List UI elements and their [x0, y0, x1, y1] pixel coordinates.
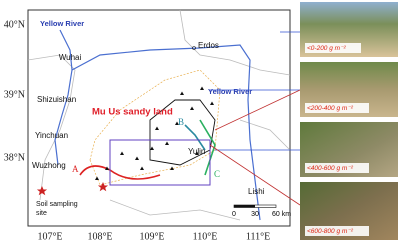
- transect-label: A: [72, 164, 79, 174]
- photo-panels: [300, 2, 398, 240]
- scale-bar: [233, 204, 277, 208]
- legend-label: site: [36, 210, 47, 217]
- place-label: Lishi: [248, 187, 265, 196]
- transect-b: [184, 124, 206, 151]
- photo-label: <0-200 g m⁻²: [307, 45, 346, 52]
- legend-label: Soil sampling: [36, 201, 78, 208]
- admin-boundaries: [27, 9, 291, 221]
- place-label: Yinchuan: [35, 131, 68, 140]
- photo-label: <400-600 g m⁻²: [307, 165, 354, 172]
- photo-label: <600-800 g m⁻²: [307, 228, 354, 235]
- transect-label: C: [214, 169, 220, 179]
- scale-label: 0: [232, 211, 236, 218]
- map-frame: [27, 9, 291, 227]
- lon-label: 107°E: [37, 231, 62, 242]
- scale-label: 30: [251, 211, 259, 218]
- lon-label: 110°E: [193, 231, 218, 242]
- photo-label: <200-400 g m⁻²: [307, 105, 354, 112]
- lat-label: 40°N: [4, 19, 25, 30]
- sampling-sites: [95, 86, 214, 180]
- transect-label: B: [178, 117, 184, 127]
- lat-label: 39°N: [4, 89, 25, 100]
- place-label: Wuzhong: [32, 161, 66, 170]
- region-label: Mu Us sandy land: [92, 107, 173, 118]
- place-label: Yulin: [188, 147, 205, 156]
- river-label: Yellow River: [208, 87, 252, 96]
- study-boundary: [149, 99, 216, 166]
- legend-star: [36, 186, 48, 196]
- place-label: Erdos: [198, 41, 219, 50]
- lat-label: 38°N: [4, 152, 25, 163]
- rivers: [54, 29, 261, 221]
- lon-label: 108°E: [87, 231, 112, 242]
- place-label: Shizuishan: [37, 95, 76, 104]
- sample-box: [109, 139, 211, 186]
- star: [97, 182, 109, 192]
- scale-label: 60 km: [272, 211, 291, 218]
- place-dot: [192, 46, 196, 50]
- lon-label: 111°E: [246, 231, 270, 242]
- lon-label: 109°E: [139, 231, 164, 242]
- transect-c: [199, 119, 216, 176]
- connectors: [209, 31, 301, 206]
- river-label: Yellow River: [40, 19, 84, 28]
- place-label: Wuhai: [59, 53, 82, 62]
